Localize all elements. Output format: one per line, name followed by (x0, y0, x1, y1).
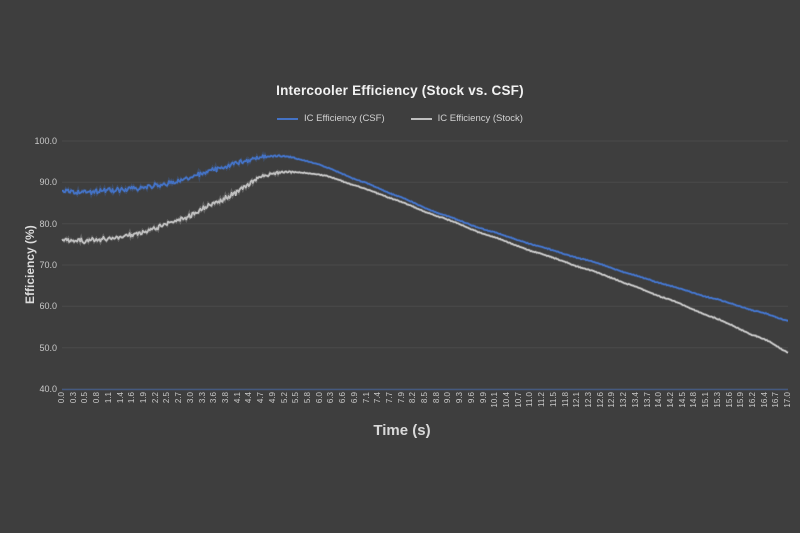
x-tick-label-11.5: 11.5 (548, 392, 558, 407)
x-tick-label-12.9: 12.9 (607, 392, 617, 408)
csf-line-swatch-icon (277, 117, 299, 120)
x-tick-label-4.4: 4.4 (244, 392, 254, 404)
x-tick-label-15.9: 15.9 (736, 392, 746, 408)
x-tick-label-1.6: 1.6 (127, 392, 137, 404)
x-tick-label-7.9: 7.9 (396, 392, 406, 404)
x-tick-label-1.9: 1.9 (139, 392, 148, 404)
x-tick-label-3.6: 3.6 (209, 392, 219, 404)
x-tick-label-15.6: 15.6 (724, 392, 734, 408)
y-tick-label-100.0: 100.0 (34, 136, 57, 146)
x-tick-label-4.1: 4.1 (232, 392, 242, 404)
x-tick-label-6.6: 6.6 (338, 392, 347, 404)
x-tick-label-2.2: 2.2 (150, 392, 160, 404)
x-tick-label-11.2: 11.2 (537, 392, 547, 407)
x-tick-label-7.4: 7.4 (373, 392, 383, 404)
x-tick-label-10.4: 10.4 (502, 392, 511, 408)
x-tick-label-8.5: 8.5 (420, 392, 429, 404)
csf-series-line (62, 154, 788, 322)
x-tick-label-12.1: 12.1 (572, 392, 582, 408)
x-tick-label-15.3: 15.3 (712, 392, 722, 408)
x-tick-label-6.3: 6.3 (326, 392, 336, 404)
y-tick-label-40.0: 40.0 (39, 384, 57, 394)
x-tick-label-1.1: 1.1 (103, 392, 113, 404)
x-tick-label-12.3: 12.3 (583, 392, 593, 408)
x-tick-label-6.0: 6.0 (314, 392, 324, 404)
x-tick-label-10.1: 10.1 (490, 392, 500, 408)
x-tick-label-5.5: 5.5 (291, 392, 301, 404)
chart-legend: IC Efficiency (CSF) IC Efficiency (Stock… (0, 113, 800, 124)
x-tick-label-6.9: 6.9 (349, 392, 359, 404)
x-tick-label-5.8: 5.8 (302, 392, 312, 404)
x-tick-label-0.5: 0.5 (80, 392, 90, 404)
legend-label-stock: IC Efficiency (Stock) (437, 113, 523, 124)
stock-series-line-halo (61, 169, 789, 355)
x-tick-label-13.7: 13.7 (642, 392, 652, 408)
x-tick-label-3.3: 3.3 (197, 392, 207, 404)
legend-label-csf: IC Efficiency (CSF) (304, 113, 385, 124)
x-tick-label-11.8: 11.8 (560, 392, 570, 407)
x-tick-label-12.6: 12.6 (595, 392, 605, 408)
y-tick-label-50.0: 50.0 (39, 342, 57, 353)
stock-series-line (61, 170, 789, 354)
x-tick-label-9.9: 9.9 (478, 392, 488, 404)
x-tick-label-16.2: 16.2 (747, 392, 757, 408)
x-axis-title: Time (s) (373, 422, 431, 439)
x-tick-label-7.7: 7.7 (384, 392, 394, 404)
chart-title: Intercooler Efficiency (Stock vs. CSF) (276, 83, 524, 98)
y-tick-label-90.0: 90.0 (39, 177, 57, 188)
x-tick-label-0.0: 0.0 (57, 392, 66, 404)
x-tick-label-8.8: 8.8 (431, 392, 441, 404)
x-tick-label-2.7: 2.7 (174, 392, 184, 404)
x-tick-label-3.8: 3.8 (220, 392, 230, 404)
legend-item-stock: IC Efficiency (Stock) (410, 113, 523, 124)
y-tick-label-80.0: 80.0 (39, 218, 57, 229)
x-tick-label-9.0: 9.0 (443, 392, 453, 404)
x-tick-label-5.2: 5.2 (279, 392, 289, 404)
x-tick-label-15.1: 15.1 (701, 392, 710, 408)
csf-series-line-halo (61, 150, 788, 323)
x-tick-label-4.7: 4.7 (256, 392, 266, 404)
x-tick-label-0.8: 0.8 (92, 392, 102, 404)
x-tick-label-7.1: 7.1 (361, 392, 371, 404)
x-tick-label-9.6: 9.6 (466, 392, 476, 404)
y-tick-label-70.0: 70.0 (39, 260, 57, 270)
x-tick-label-11.0: 11.0 (525, 392, 535, 407)
x-tick-label-16.4: 16.4 (759, 392, 769, 408)
stock-line-swatch-icon (410, 117, 432, 120)
x-tick-label-8.2: 8.2 (408, 392, 418, 404)
x-tick-label-0.3: 0.3 (68, 392, 78, 404)
x-tick-label-4.9: 4.9 (267, 392, 277, 404)
x-tick-label-3.0: 3.0 (185, 392, 195, 404)
y-tick-label-60.0: 60.0 (39, 301, 57, 312)
legend-item-csf: IC Efficiency (CSF) (277, 113, 385, 124)
x-tick-label-9.3: 9.3 (455, 392, 465, 404)
x-tick-label-16.7: 16.7 (771, 392, 781, 408)
x-tick-label-13.4: 13.4 (630, 392, 640, 408)
x-tick-label-14.8: 14.8 (689, 392, 699, 408)
x-tick-label-10.7: 10.7 (513, 392, 523, 408)
x-tick-label-14.5: 14.5 (677, 392, 687, 408)
x-tick-label-2.5: 2.5 (162, 392, 172, 404)
x-tick-label-14.2: 14.2 (665, 392, 675, 408)
x-tick-label-17.0: 17.0 (783, 392, 792, 408)
x-tick-label-14.0: 14.0 (654, 392, 664, 408)
x-tick-label-1.4: 1.4 (115, 392, 125, 404)
x-tick-label-13.2: 13.2 (619, 392, 629, 408)
